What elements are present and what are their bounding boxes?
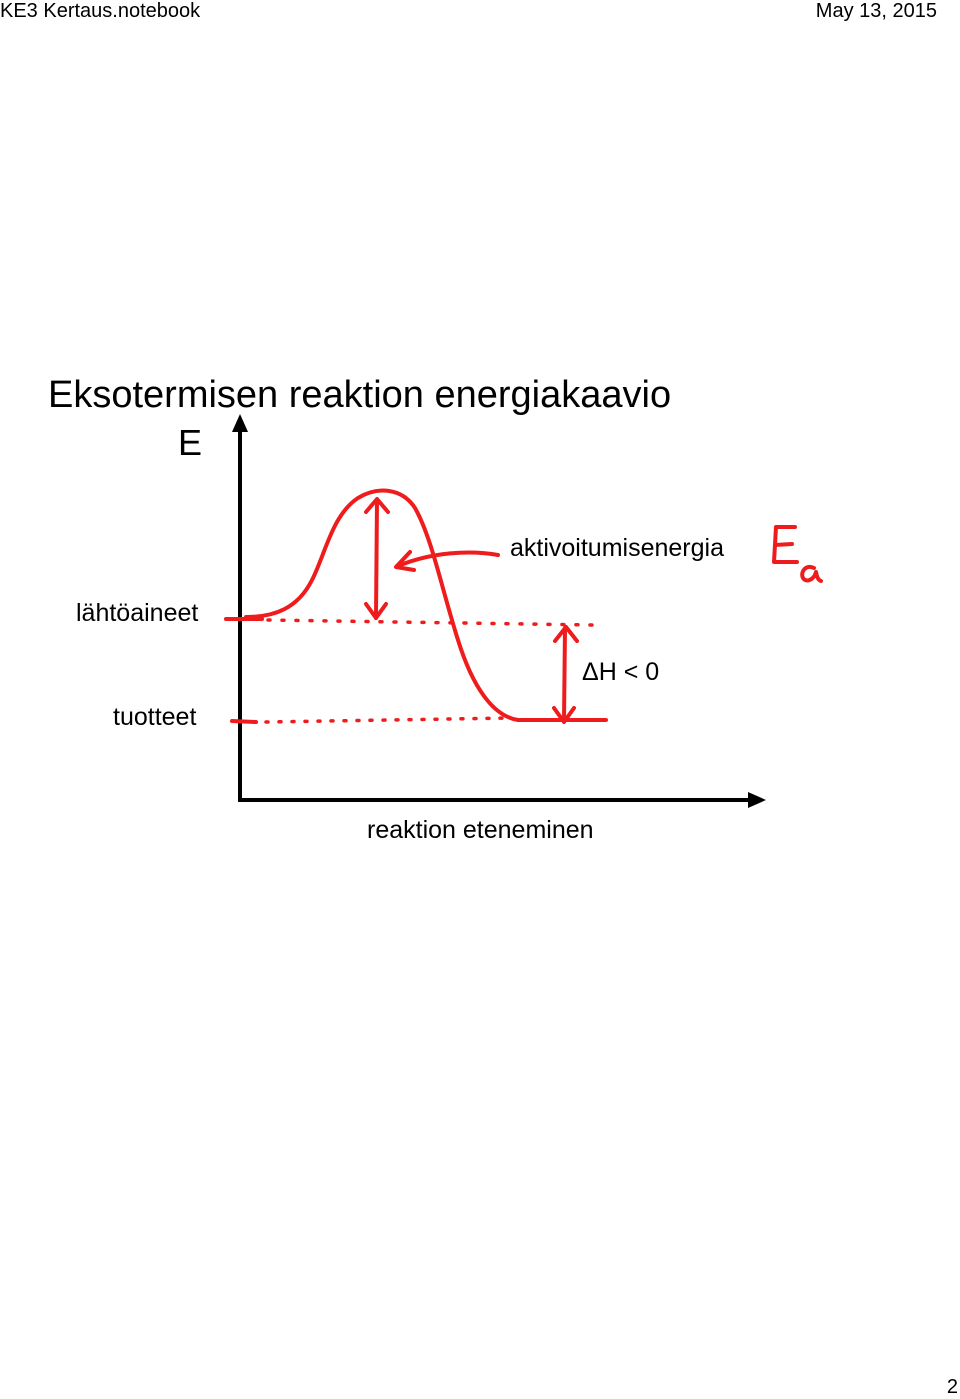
page-number: 2 <box>946 1376 958 1398</box>
activation-energy-label: aktivoitumisenergia <box>510 534 724 562</box>
page-title: Eksotermisen reaktion energiakaavio <box>48 374 672 416</box>
handwritten-ea-symbol <box>772 525 823 583</box>
axes <box>232 414 766 808</box>
products-label: tuotteet <box>113 703 196 731</box>
y-axis-arrowhead <box>232 414 248 432</box>
reactant-level <box>224 617 594 627</box>
product-level <box>230 716 512 724</box>
product-level-dotted-line <box>264 716 512 724</box>
reactant-level-dotted-line <box>266 618 594 627</box>
activation-energy-arrow <box>364 497 390 620</box>
enthalpy-arrow-bottom-head <box>552 706 576 724</box>
reaction-curve <box>244 488 608 722</box>
x-axis-arrowhead <box>748 792 766 808</box>
reactants-label: lähtöaineet <box>76 599 198 627</box>
handwritten-a-stroke <box>800 565 823 583</box>
x-axis-label: reaktion eteneminen <box>367 816 594 844</box>
handwritten-e-middle-stroke <box>773 542 794 547</box>
activation-energy-pointer <box>394 550 500 572</box>
enthalpy-arrow-top-head <box>553 625 579 643</box>
activation-energy-pointer-shaft <box>396 550 500 568</box>
activation-energy-arrow-top-head <box>364 497 390 514</box>
enthalpy-arrow <box>552 625 579 724</box>
activation-energy-arrow-bottom-head <box>364 602 388 620</box>
activation-energy-pointer-head <box>394 550 416 572</box>
activation-energy-arrow-shaft <box>374 498 379 620</box>
y-axis-label: E <box>178 422 202 463</box>
enthalpy-label: ΔH < 0 <box>582 658 659 686</box>
notebook-date: May 13, 2015 <box>815 0 937 22</box>
notebook-filename: KE3 Kertaus.notebook <box>0 0 201 22</box>
enthalpy-arrow-shaft <box>562 626 567 723</box>
product-level-dash <box>230 719 258 724</box>
